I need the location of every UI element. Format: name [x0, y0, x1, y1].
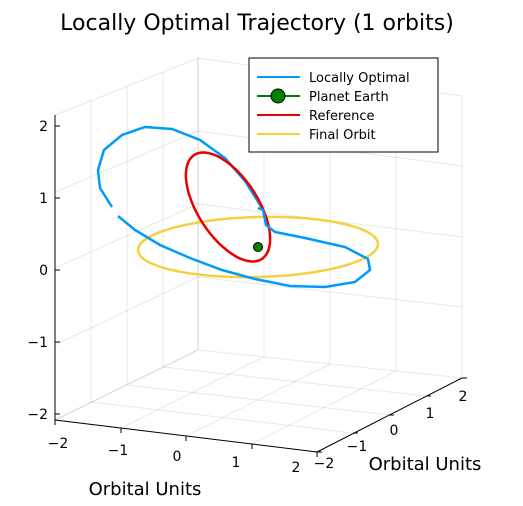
x-tick-label: 0: [173, 449, 182, 465]
chart-title: Locally Optimal Trajectory (1 orbits): [60, 11, 454, 36]
x-tick-label: 1: [232, 455, 241, 471]
x-tick-label: −2: [48, 436, 69, 452]
y-axis-label: Orbital Units: [369, 454, 482, 475]
legend-box: [248, 57, 439, 153]
x-tick-label: 2: [292, 460, 301, 476]
legend-label: Planet Earth: [309, 90, 389, 105]
z-tick-label: −2: [27, 407, 48, 423]
y-ticks: −2 −1 0 1 2: [314, 377, 468, 472]
y-tick-label: −2: [314, 456, 335, 472]
x-axis-label: Orbital Units: [89, 479, 202, 500]
legend-label: Final Orbit: [309, 128, 376, 143]
legend-marker-planet-earth: [270, 88, 286, 104]
series-reference: [184, 151, 272, 263]
grid-left-wall: [54, 57, 199, 421]
series-locally-optimal-front: [117, 206, 372, 289]
axes: −2 −1 0 1 2 −2 −1 0 1 2 −2 −1: [27, 115, 481, 500]
legend: Locally Optimal Planet Earth Reference F…: [248, 57, 439, 153]
z-tick-label: −1: [27, 335, 48, 351]
legend-label: Locally Optimal: [309, 71, 410, 86]
legend-label: Reference: [309, 109, 374, 124]
z-tick-label: 1: [39, 191, 48, 207]
planet-earth-marker: [253, 242, 263, 252]
y-tick-label: 2: [459, 389, 468, 405]
series-layer: [96, 125, 380, 289]
z-tick-label: 0: [39, 263, 48, 279]
z-ticks: −2 −1 0 1 2: [27, 119, 60, 423]
y-tick-label: −1: [347, 439, 368, 455]
y-tick-label: 1: [426, 406, 435, 422]
series-final-orbit: [136, 215, 380, 279]
grid-floor: [54, 349, 464, 453]
z-tick-label: 2: [39, 119, 48, 135]
x-ticks: −2 −1 0 1 2: [48, 420, 318, 476]
y-tick-label: 0: [390, 423, 399, 439]
x-tick-label: −1: [108, 443, 129, 459]
